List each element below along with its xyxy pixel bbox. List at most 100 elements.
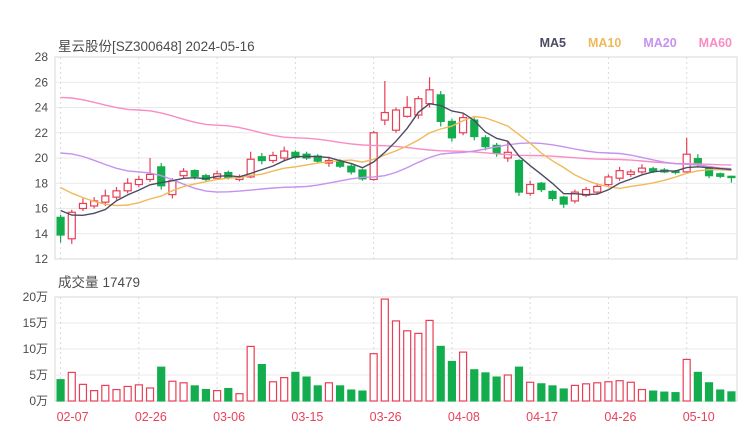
volume-bar <box>190 385 199 402</box>
volume-bar <box>447 360 457 402</box>
candle-body <box>101 195 110 203</box>
volume-bar <box>90 390 99 402</box>
volume-bar <box>481 372 490 402</box>
volume-bar <box>145 387 155 402</box>
volume-bar <box>704 382 714 402</box>
chart-title: 星云股份[SZ300648] 2024-05-16 <box>58 39 255 54</box>
volume-bar <box>213 390 222 402</box>
volume-bar <box>716 389 725 402</box>
ma10-line <box>60 115 732 207</box>
candle-body <box>537 182 546 191</box>
volume-bar <box>649 390 658 402</box>
axis-labels: 28 26 24 22 20 18 16 14 12 20万 15万 10万 5万 0万 <box>23 50 49 408</box>
date-label: 02-26 <box>135 410 167 424</box>
volume-bar <box>313 385 322 402</box>
volume-bar <box>514 366 524 402</box>
candlestick-series <box>56 77 736 244</box>
candle-body <box>391 109 401 131</box>
candle-body <box>637 167 647 173</box>
candle-body <box>190 170 199 177</box>
candle-body <box>145 173 155 181</box>
date-label: 03-06 <box>213 410 245 424</box>
volume-bar <box>347 389 356 402</box>
date-label: 03-26 <box>370 410 402 424</box>
price-axis-label: 20 <box>35 151 49 165</box>
legend-item-ma10: MA10 <box>587 36 622 50</box>
candle-body <box>123 182 132 192</box>
candle-body <box>593 185 602 193</box>
volume-axis-label: 0万 <box>29 394 48 408</box>
volume-axis-label: 10万 <box>23 342 48 356</box>
ma5-line <box>60 102 732 217</box>
candle-body <box>425 89 434 105</box>
candle-body <box>436 94 445 122</box>
ma-legend: MA5 MA10 MA20 MA60 <box>540 36 732 50</box>
volume-bar <box>458 351 468 402</box>
candle-body <box>257 156 266 162</box>
volume-bar <box>727 391 736 402</box>
volume-bar <box>682 358 691 402</box>
volume-bar <box>257 364 266 402</box>
candle-body <box>559 196 568 205</box>
candle-body <box>604 176 613 186</box>
candle-body <box>403 106 412 117</box>
volume-bar <box>537 383 546 402</box>
price-axis-label: 18 <box>35 176 49 190</box>
volume-bar <box>280 377 289 402</box>
volume-bar <box>470 369 479 402</box>
date-label: 05-10 <box>683 410 715 424</box>
volume-bar <box>604 381 613 402</box>
candle-body <box>112 190 121 198</box>
volume-bar <box>414 332 423 402</box>
candle-body <box>369 132 378 181</box>
candle-body <box>526 183 535 194</box>
price-axis-label: 26 <box>35 75 49 89</box>
candle-body <box>727 175 736 179</box>
candle-body <box>716 173 725 177</box>
volume-bar <box>246 345 255 402</box>
volume-bar <box>224 387 233 402</box>
volume-bar <box>235 393 244 402</box>
candle-body <box>246 158 255 178</box>
volume-bar <box>391 320 401 402</box>
volume-bar <box>637 388 647 402</box>
price-axis-label: 28 <box>35 50 49 64</box>
volume-bar <box>526 381 535 402</box>
volume-bar <box>324 382 334 402</box>
candle-body <box>481 137 490 148</box>
volume-bar <box>123 385 132 402</box>
volume-bar <box>335 385 345 402</box>
candle-body <box>179 170 188 177</box>
volume-bar <box>112 388 121 402</box>
volume-bar <box>268 381 278 402</box>
candle-body <box>56 216 65 236</box>
volume-bar <box>291 371 300 402</box>
candle-body <box>458 116 468 134</box>
ma60-line <box>60 96 732 166</box>
price-axis-label: 24 <box>35 101 49 115</box>
candle-body <box>358 169 367 180</box>
legend-item-ma5: MA5 <box>539 36 566 50</box>
volume-header: 成交量 17479 <box>58 271 144 291</box>
candle-body <box>78 202 88 210</box>
date-axis: 02-07 02-26 03-06 03-15 03-26 04-08 04-17 04-26… <box>57 410 715 424</box>
volume-bar <box>671 392 680 402</box>
candle-body <box>268 154 278 162</box>
volume-bar <box>660 391 669 402</box>
candle-body <box>492 144 501 154</box>
volume-bar <box>101 384 110 402</box>
price-axis-label: 22 <box>35 126 49 140</box>
volume-bar <box>201 388 211 402</box>
volume-bar <box>302 376 311 402</box>
volume-bar <box>358 390 367 402</box>
legend-item-ma20: MA20 <box>643 36 677 50</box>
candle-body <box>514 159 524 193</box>
volume-bar <box>56 379 65 402</box>
volume-bar <box>403 330 412 402</box>
volume-bar <box>503 374 512 402</box>
volume-bar <box>615 380 624 402</box>
candle-body <box>615 170 624 179</box>
volume-label: 成交量 <box>58 275 99 290</box>
